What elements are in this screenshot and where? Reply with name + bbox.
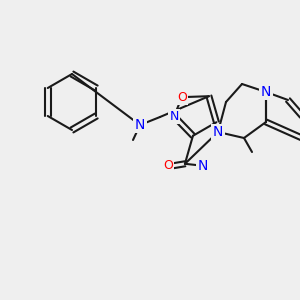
Text: N: N [213,125,223,139]
Text: O: O [177,91,187,103]
Text: N: N [169,110,179,123]
Text: N: N [261,85,271,99]
Text: N: N [198,159,208,173]
Text: N: N [135,118,145,132]
Text: O: O [163,159,173,172]
